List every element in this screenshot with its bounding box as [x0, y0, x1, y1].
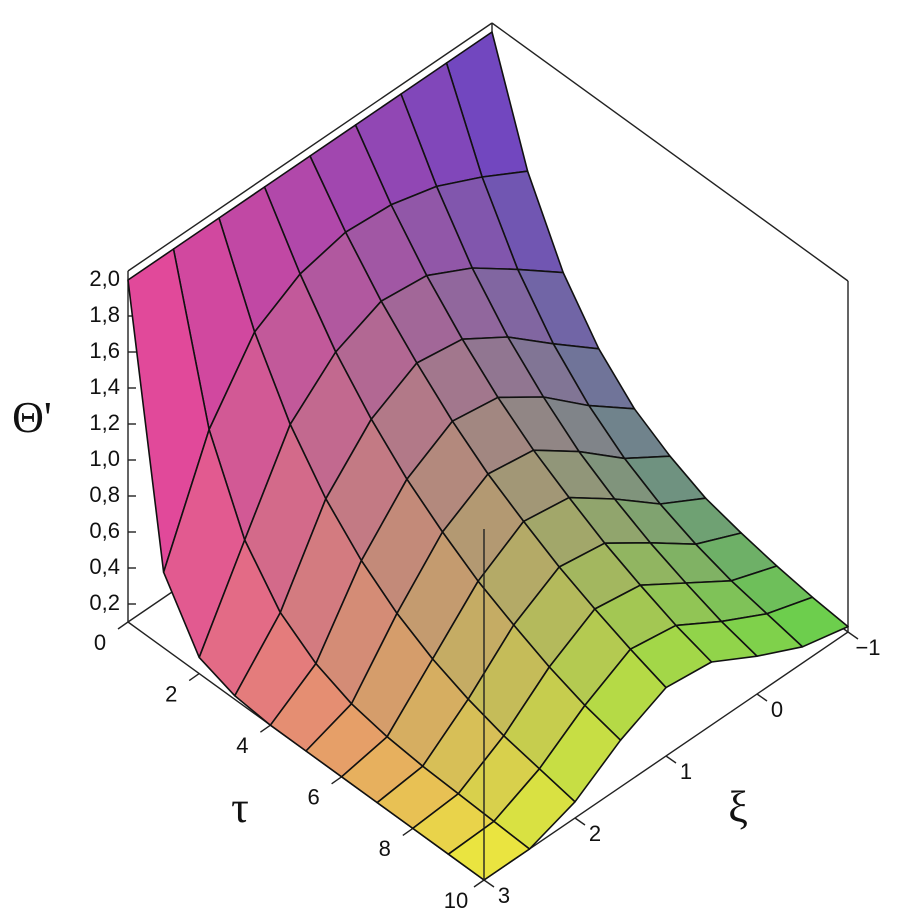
y-axis-label: ξ — [728, 783, 748, 832]
z-tick-label: 0,6 — [89, 518, 120, 543]
box-edge — [491, 22, 849, 282]
z-tick-label: 0,2 — [89, 590, 120, 615]
z-tick-label: 1,0 — [89, 446, 120, 471]
x-tick — [117, 621, 129, 630]
z-tick-label: 0,4 — [89, 554, 120, 579]
x-axis-label: τ — [231, 783, 249, 832]
z-tick-label: 1,6 — [89, 338, 120, 363]
y-tick — [847, 631, 859, 640]
y-tick-label: −1 — [855, 635, 880, 660]
x-tick — [259, 724, 271, 733]
x-tick — [331, 776, 343, 785]
y-tick — [756, 693, 768, 702]
y-tick-label: 2 — [589, 821, 601, 846]
z-tick-label: 2,0 — [89, 266, 120, 291]
z-axis-label: Θ' — [12, 393, 52, 442]
z-tick-label: 1,8 — [89, 302, 120, 327]
x-tick — [188, 673, 200, 682]
y-tick-label: 1 — [680, 759, 692, 784]
y-tick — [665, 755, 677, 764]
x-tick-label: 8 — [379, 836, 391, 861]
x-tick-label: 4 — [236, 733, 248, 758]
box-edge — [127, 22, 493, 272]
x-tick-label: 2 — [165, 681, 177, 706]
y-tick-label: 0 — [771, 697, 783, 722]
x-tick-label: 6 — [307, 785, 319, 810]
x-tick — [473, 879, 485, 888]
x-tick-label: 0 — [94, 630, 106, 655]
y-tick-label: 3 — [498, 883, 510, 908]
z-tick-label: 0,8 — [89, 482, 120, 507]
x-tick-label: 10 — [444, 888, 468, 913]
z-tick-label: 1,4 — [89, 374, 120, 399]
y-tick — [483, 879, 495, 888]
y-tick — [574, 817, 586, 826]
x-tick — [402, 827, 414, 836]
z-tick-label: 1,2 — [89, 410, 120, 435]
